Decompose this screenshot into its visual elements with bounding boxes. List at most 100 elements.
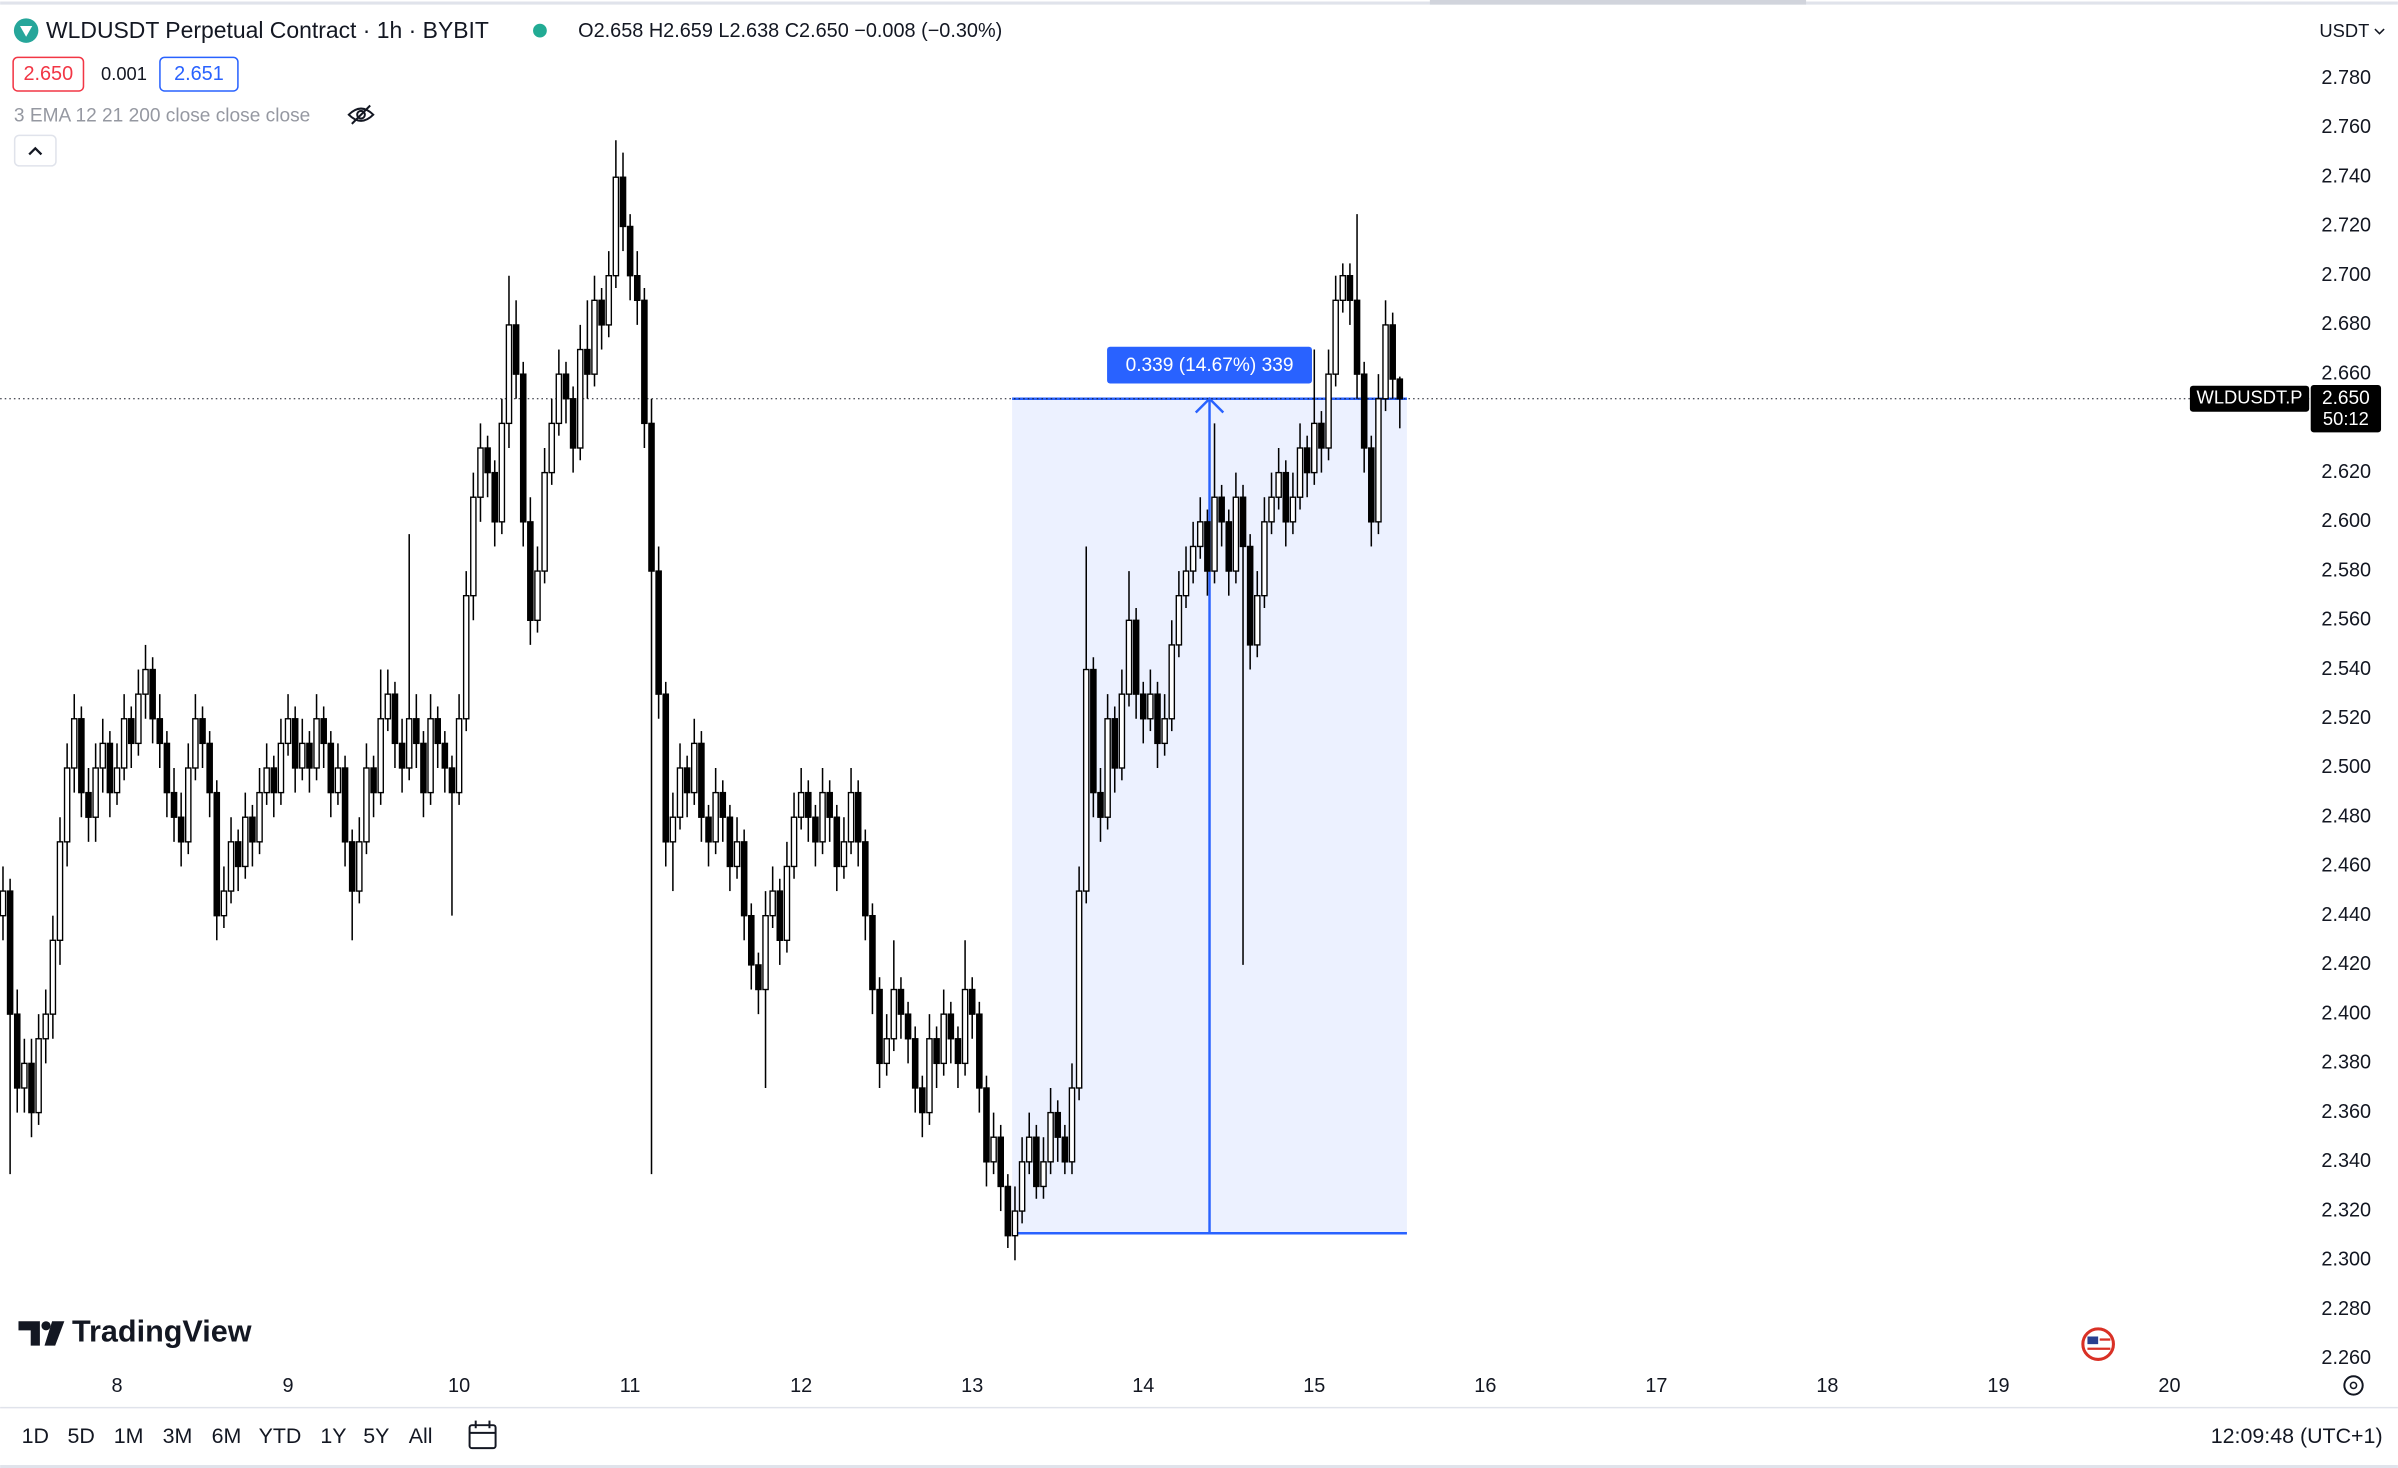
candle-body xyxy=(170,791,178,818)
change: −0.008 (−0.30%) xyxy=(854,20,1002,42)
candle-body xyxy=(363,767,370,843)
range-button[interactable]: 1Y xyxy=(320,1424,346,1448)
plot xyxy=(0,140,2310,1261)
candle-body xyxy=(812,816,819,843)
candle-body xyxy=(99,742,107,769)
candle-body xyxy=(21,1062,28,1089)
y-tick-label: 2.760 xyxy=(2321,116,2371,138)
price-tag xyxy=(2310,385,2382,433)
ohlc-value: 2.638 xyxy=(729,20,779,42)
candle-body xyxy=(890,988,898,1040)
candle-body xyxy=(676,767,684,818)
candle-body xyxy=(790,816,798,868)
candle-body xyxy=(1175,594,1183,646)
candle-body xyxy=(669,816,677,843)
y-tick-label: 2.660 xyxy=(2321,362,2371,384)
range-button[interactable]: 3M xyxy=(163,1424,193,1448)
candle-body xyxy=(897,988,905,1015)
candle-body xyxy=(1382,324,1389,400)
candle-body xyxy=(184,767,192,843)
candle-body xyxy=(747,914,755,966)
range-button[interactable]: 6M xyxy=(212,1424,242,1448)
candle-body xyxy=(1353,299,1361,375)
candle-body xyxy=(455,718,463,794)
candle-body xyxy=(177,816,185,843)
candle-body xyxy=(541,471,548,572)
candle-body xyxy=(776,890,784,941)
candle-body xyxy=(940,1013,947,1065)
brand-name[interactable]: TradingView xyxy=(72,1315,252,1349)
candle-body xyxy=(1168,644,1176,720)
market-status xyxy=(533,23,547,38)
candle-body xyxy=(284,718,292,745)
candle-body xyxy=(1196,521,1204,548)
candle-body xyxy=(1239,496,1247,548)
hide-icon[interactable] xyxy=(347,104,375,125)
candle-body xyxy=(1161,718,1168,745)
range-button[interactable]: 1M xyxy=(114,1424,144,1448)
candle-body xyxy=(698,742,705,818)
candle-body xyxy=(462,594,470,720)
candle-body xyxy=(869,914,876,991)
y-tick-label: 2.700 xyxy=(2321,264,2371,286)
clock[interactable]: 12:09:48 (UTC+1) xyxy=(2211,1424,2383,1448)
candle-body xyxy=(120,718,128,769)
symbol-logo-mark xyxy=(20,25,33,37)
x-tick-label: 9 xyxy=(283,1375,294,1397)
y-tick-label: 2.680 xyxy=(2321,313,2371,335)
candle-body xyxy=(726,816,734,868)
countdown: 50:12 xyxy=(2323,408,2369,429)
candle-body xyxy=(0,890,7,917)
candle-body xyxy=(142,668,149,695)
buy-price: 2.651 xyxy=(174,63,224,85)
currency-selector[interactable]: USDT xyxy=(2319,20,2369,41)
candle-body xyxy=(733,841,741,868)
settings-icon[interactable] xyxy=(2343,1375,2364,1396)
buy-box[interactable] xyxy=(159,56,239,92)
range-button[interactable]: 1D xyxy=(22,1424,49,1448)
candle-body xyxy=(477,447,484,498)
flag-icon[interactable] xyxy=(2081,1327,2115,1361)
candle-body xyxy=(1325,373,1332,449)
range-button[interactable]: All xyxy=(409,1424,433,1448)
range-button[interactable]: YTD xyxy=(259,1424,302,1448)
y-tick-label: 2.280 xyxy=(2321,1298,2371,1320)
candle-body xyxy=(1389,324,1396,380)
candle-body xyxy=(548,422,556,474)
y-tick-label: 2.740 xyxy=(2321,165,2371,187)
candle-body xyxy=(35,1038,42,1114)
sell-price: 2.650 xyxy=(23,63,73,85)
symbol-tag-label: WLDUSDT.P xyxy=(2197,387,2303,408)
candle-body xyxy=(484,447,491,474)
range-button[interactable]: 5D xyxy=(67,1424,94,1448)
candle-body xyxy=(92,767,99,818)
candle-body xyxy=(13,1013,21,1089)
candle-body xyxy=(106,742,114,794)
candle-body xyxy=(1189,545,1197,572)
candle-body xyxy=(49,939,57,1015)
x-tick-label: 20 xyxy=(2158,1375,2180,1397)
candle-body xyxy=(1104,718,1111,818)
collapse-button[interactable] xyxy=(13,134,57,167)
candle-body xyxy=(78,718,85,794)
candle-body xyxy=(584,348,591,375)
candle-body xyxy=(1118,693,1126,769)
settings-icon-core xyxy=(2349,1381,2358,1390)
candle-body xyxy=(441,742,449,769)
candle-body xyxy=(1132,619,1140,695)
y-tick-label: 2.420 xyxy=(2321,953,2371,975)
candle-body xyxy=(690,742,698,794)
candle-body xyxy=(755,964,762,991)
candle-body xyxy=(1139,693,1147,720)
candle-body xyxy=(648,422,655,572)
x-tick-label: 12 xyxy=(790,1375,812,1397)
sell-box[interactable] xyxy=(12,56,85,92)
candle-body xyxy=(1011,1210,1019,1237)
range-button[interactable]: 5Y xyxy=(363,1424,389,1448)
y-tick-label: 2.460 xyxy=(2321,855,2371,877)
candle-body xyxy=(1396,378,1404,400)
candle-body xyxy=(769,890,776,917)
symbol-title[interactable]: WLDUSDT Perpetual Contract · 1h · BYBIT xyxy=(46,17,489,43)
candle-body xyxy=(1289,496,1297,523)
calendar-icon[interactable] xyxy=(468,1420,497,1450)
